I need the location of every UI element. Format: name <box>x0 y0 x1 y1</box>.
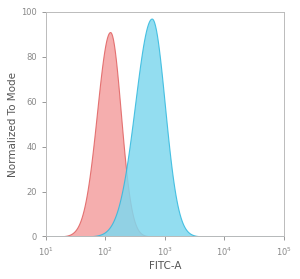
Y-axis label: Normalized To Mode: Normalized To Mode <box>8 72 18 177</box>
X-axis label: FITC-A: FITC-A <box>148 261 181 271</box>
